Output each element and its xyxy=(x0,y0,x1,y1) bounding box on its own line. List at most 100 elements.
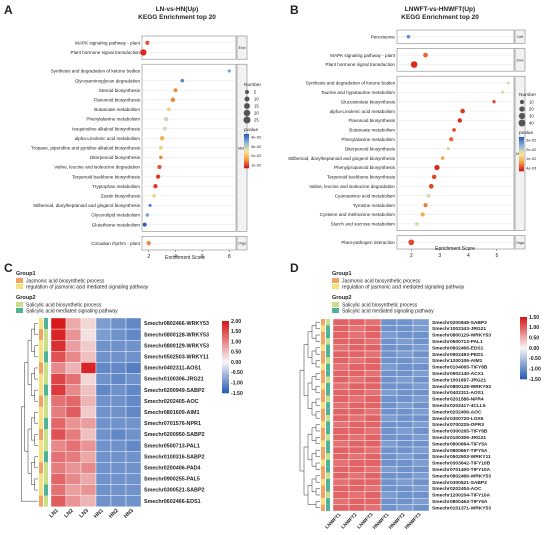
b-point xyxy=(452,128,456,132)
d-colorbar-label: -1.00 xyxy=(529,366,541,372)
b-term-label: Glucosinolate biosynthesis xyxy=(341,99,396,104)
d-heat-cell xyxy=(364,331,382,339)
c-heat-cell xyxy=(110,362,127,374)
d-annot-group2 xyxy=(326,344,330,351)
d-colorbar-step xyxy=(520,357,527,360)
panel-d-group2-swatch-1 xyxy=(332,302,339,307)
a-term-label: Glutathione metabolism xyxy=(92,222,140,227)
d-colorbar-step xyxy=(520,341,527,344)
b-term-label: MAPK signaling pathway - plant xyxy=(330,53,396,58)
d-colorbar-step xyxy=(520,348,527,350)
d-colorbar-step xyxy=(520,327,527,330)
c-heat-cell xyxy=(95,384,112,396)
c-heat-cell xyxy=(65,462,82,474)
d-heat-cell xyxy=(348,389,366,396)
d-heat-cell xyxy=(348,382,366,390)
d-heat-cell xyxy=(412,434,430,441)
d-heat-cell xyxy=(364,344,382,352)
d-sample-label: HNWFT1 xyxy=(372,512,391,531)
panel-c-group1-title: Group1 xyxy=(16,271,36,277)
c-gene-label: Smechr0900255-PAL5 xyxy=(144,477,200,483)
b-point xyxy=(423,203,428,208)
c-heat-cell xyxy=(125,328,142,341)
d-annot-group2 xyxy=(326,427,330,435)
c-heat-cell xyxy=(110,473,127,485)
dendrogram-branch xyxy=(315,398,320,406)
d-heat-cell xyxy=(396,434,414,441)
d-heat-cell xyxy=(364,446,382,454)
d-heat-cell xyxy=(396,395,414,403)
b-term-label: Peroxisome xyxy=(371,34,396,39)
a-legend-pvalue-bar xyxy=(244,134,249,136)
c-colorbar-step xyxy=(222,373,229,376)
c-sample-label: HN1 xyxy=(93,508,105,520)
a-legend-number-title: Number xyxy=(244,82,261,88)
c-colorbar-step xyxy=(222,346,229,349)
c-heat-cell xyxy=(125,406,142,419)
d-heat-cell xyxy=(396,408,414,416)
b-legend-pvalue-bar xyxy=(519,162,524,165)
d-heat-cell xyxy=(412,376,430,384)
c-heat-cell xyxy=(80,428,97,441)
c-heat-cell xyxy=(95,484,112,496)
d-colorbar-label: -0.50 xyxy=(529,356,541,362)
d-gene-label: Smechr0602466-EDS1 xyxy=(432,345,484,351)
d-heat-cell xyxy=(412,370,430,377)
d-gene-label: Smechr0402311-AOS1 xyxy=(432,390,484,396)
b-group-box xyxy=(396,75,515,231)
c-heat-cell xyxy=(65,340,82,352)
b-term-label: Stilbenoid, diarylheptanoid and gingerol… xyxy=(288,156,396,161)
a-legend-pvalue-bar xyxy=(244,139,249,142)
d-colorbar-step xyxy=(520,334,527,336)
d-colorbar-step xyxy=(520,374,527,377)
b-legend-number-dot xyxy=(518,119,526,127)
d-annot-group1 xyxy=(321,479,325,486)
b-legend-pvalue-label: 1e-02 xyxy=(526,156,537,161)
dendrogram-branch xyxy=(34,345,38,358)
c-heat-cell xyxy=(50,362,67,374)
c-heat-cell xyxy=(95,340,112,352)
b-legend-pvalue-bar xyxy=(519,148,524,151)
d-heat-cell xyxy=(332,485,350,492)
panel-c-group2-item-1: Salicylic acid biosynthetic process xyxy=(26,303,102,309)
panel-c-group2-swatch-2 xyxy=(16,308,23,313)
dendrogram-branch xyxy=(27,428,32,474)
c-colorbar-label: -0.50 xyxy=(231,370,243,376)
panel-c: C Group1 Jasmonic acid biosynthetic proc… xyxy=(4,261,243,520)
d-annot-group1 xyxy=(321,415,325,422)
dendrogram-branch xyxy=(315,462,320,470)
c-heat-cell xyxy=(125,428,142,441)
c-heat-cell xyxy=(50,351,67,363)
d-heat-cell xyxy=(380,376,398,384)
d-heat-cell xyxy=(396,478,414,486)
d-heat-cell xyxy=(396,491,414,499)
d-heat-cell xyxy=(348,331,366,339)
b-point xyxy=(492,100,496,104)
c-annot-group1 xyxy=(39,484,43,496)
c-colorbar-step xyxy=(222,349,229,352)
c-heat-cell xyxy=(80,340,97,352)
d-heat-cell xyxy=(364,363,382,371)
a-legend-number-dot xyxy=(244,103,250,109)
a-legend-number-label: 15 xyxy=(254,104,259,109)
d-annot-group2 xyxy=(326,440,330,447)
b-group-strip xyxy=(514,235,526,250)
d-heat-cell xyxy=(332,389,350,396)
d-annot-group1 xyxy=(321,357,325,364)
dendrogram-branch xyxy=(303,344,308,397)
d-gene-label: Smechr0202406-AOC xyxy=(432,409,482,415)
d-gene-label: Smechr0300265-TIFY6B xyxy=(432,429,488,435)
d-heat-cell xyxy=(348,363,366,371)
panel-a-title-line1: LN-vs-HN(Up) xyxy=(156,6,199,13)
d-heat-cell xyxy=(348,504,366,512)
dendrogram-branch xyxy=(311,376,316,390)
d-gene-label: Smechr0300720-LOX6 xyxy=(432,416,484,422)
d-heat-cell xyxy=(332,318,350,326)
dendrogram-branch xyxy=(27,339,32,385)
c-colorbar-step xyxy=(222,362,229,365)
d-heat-cell xyxy=(380,408,398,416)
c-annot-group2 xyxy=(44,462,48,474)
d-heat-cell xyxy=(348,427,366,435)
panel-d-group1-swatch-2 xyxy=(332,284,339,289)
d-heat-cell xyxy=(396,485,414,492)
